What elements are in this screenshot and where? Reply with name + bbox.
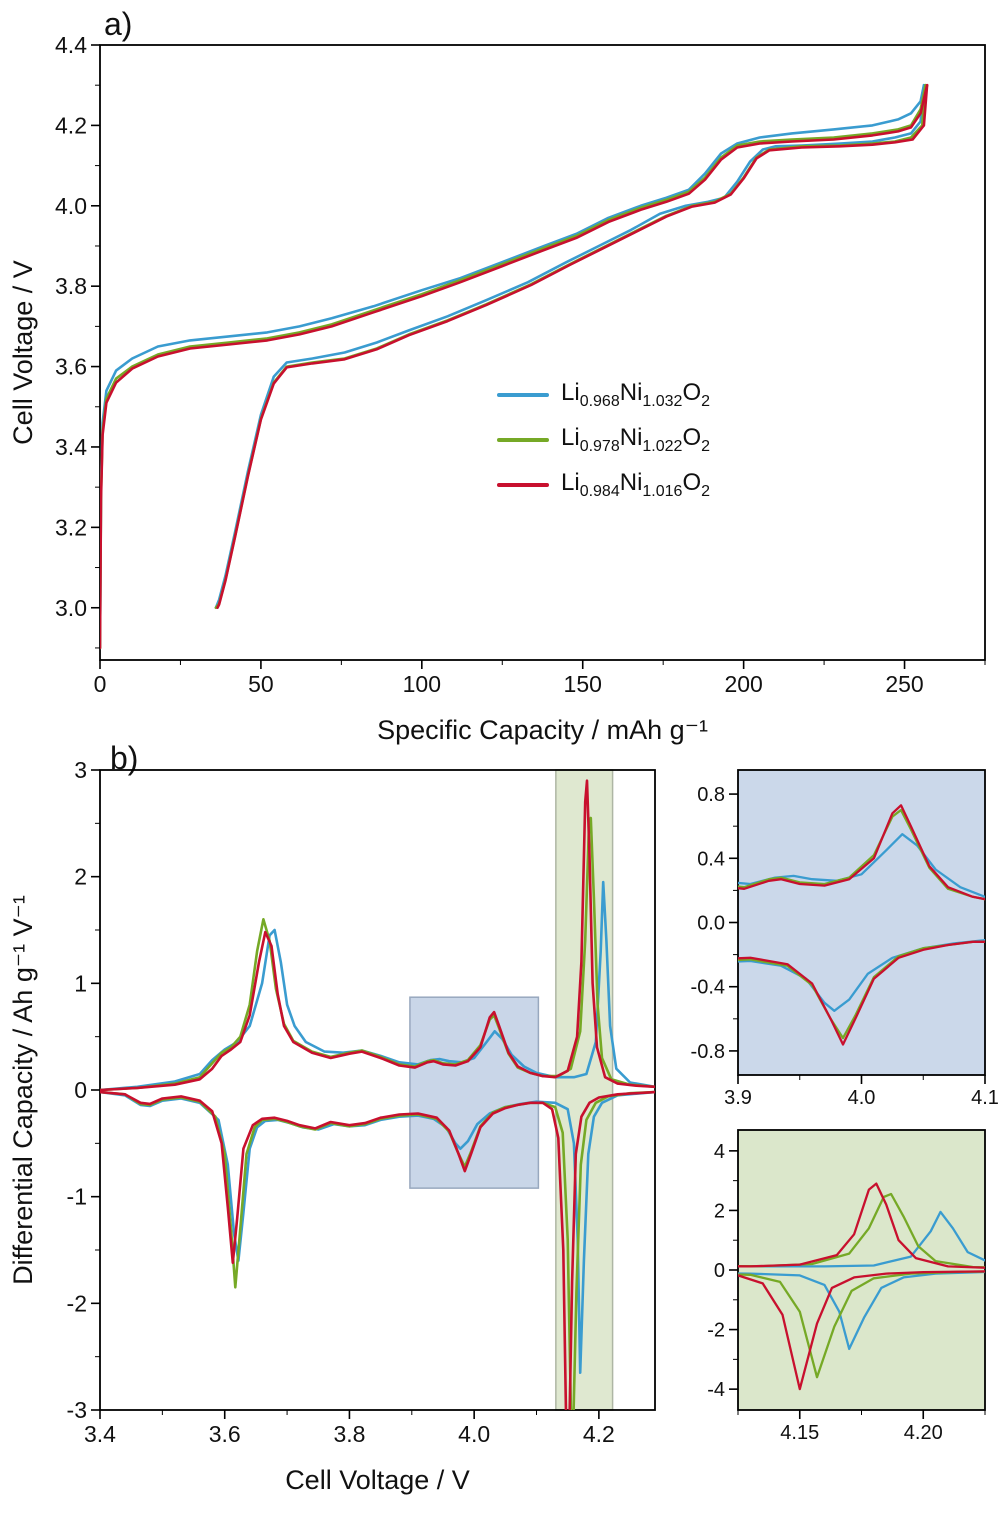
- chart-b-differential-capacity: 3.4 3.6 3.8 4.0 4.2 -3 -2 -1 0 1 2 3 Cell Voltage / …: [8, 757, 656, 1495]
- svg-text:3.9: 3.9: [724, 1087, 752, 1109]
- svg-text:3: 3: [74, 757, 87, 783]
- legend-label: Li0.984Ni1.016O2: [561, 468, 711, 500]
- svg-text:3.0: 3.0: [55, 595, 87, 621]
- svg-text:4.4: 4.4: [55, 32, 87, 58]
- chart-b-inset-top: 3.9 4.0 4.1 -0.8 -0.4 0.0 0.4 0.8: [691, 769, 999, 1109]
- svg-text:Cell Voltage / V: Cell Voltage / V: [285, 1465, 470, 1495]
- svg-text:200: 200: [724, 671, 762, 697]
- legend-label: Li0.978Ni1.022O2: [561, 423, 711, 455]
- legend: Li0.968Ni1.032O2 Li0.978Ni1.022O2 Li0.98…: [497, 372, 710, 507]
- svg-text:0: 0: [94, 671, 107, 697]
- svg-text:1: 1: [74, 970, 87, 996]
- legend-item: Li0.984Ni1.016O2: [497, 462, 710, 507]
- legend-item: Li0.968Ni1.032O2: [497, 372, 710, 417]
- legend-label: Li0.968Ni1.032O2: [561, 378, 711, 410]
- svg-text:250: 250: [885, 671, 923, 697]
- svg-text:3.6: 3.6: [55, 354, 87, 380]
- svg-text:4.1: 4.1: [971, 1087, 999, 1109]
- legend-line-swatch: [497, 392, 549, 397]
- legend-line-swatch: [497, 482, 549, 487]
- svg-text:4: 4: [714, 1141, 725, 1163]
- svg-text:3.4: 3.4: [84, 1421, 116, 1447]
- svg-text:-1: -1: [67, 1184, 87, 1210]
- svg-text:Cell Voltage / V: Cell Voltage / V: [8, 260, 38, 445]
- svg-text:150: 150: [564, 671, 602, 697]
- svg-text:3.2: 3.2: [55, 514, 87, 540]
- svg-text:-3: -3: [67, 1397, 87, 1423]
- svg-text:0: 0: [74, 1077, 87, 1103]
- svg-text:0.0: 0.0: [697, 913, 725, 935]
- svg-text:0.4: 0.4: [697, 848, 725, 870]
- svg-text:4.0: 4.0: [848, 1087, 876, 1109]
- svg-text:4.2: 4.2: [583, 1421, 615, 1447]
- chart-a-voltage-capacity: 0 50 100 150 200 250 3.0 3.2 3.4 3.6 3.8 4.0 4.2 4.4 S…: [8, 32, 986, 745]
- svg-text:4.15: 4.15: [780, 1422, 819, 1444]
- svg-text:0: 0: [714, 1260, 725, 1282]
- svg-text:50: 50: [248, 671, 274, 697]
- svg-text:3.6: 3.6: [209, 1421, 241, 1447]
- svg-text:-4: -4: [707, 1379, 725, 1401]
- legend-line-swatch: [497, 437, 549, 442]
- chart-b-inset-bottom: 4.15 4.20 -4 -2 0 2 4: [707, 1129, 986, 1444]
- svg-text:2: 2: [74, 864, 87, 890]
- svg-text:-2: -2: [67, 1290, 87, 1316]
- svg-text:Specific Capacity / mAh g⁻¹: Specific Capacity / mAh g⁻¹: [377, 715, 708, 745]
- svg-text:-0.4: -0.4: [691, 977, 725, 999]
- svg-text:2: 2: [714, 1200, 725, 1222]
- panel-a-label: a): [104, 6, 133, 42]
- svg-text:Differential Capacity / Ah g⁻¹: Differential Capacity / Ah g⁻¹ V⁻¹: [8, 895, 38, 1285]
- svg-text:3.8: 3.8: [333, 1421, 365, 1447]
- svg-text:3.4: 3.4: [55, 434, 87, 460]
- svg-text:4.0: 4.0: [55, 193, 87, 219]
- legend-item: Li0.978Ni1.022O2: [497, 417, 710, 462]
- svg-text:100: 100: [403, 671, 441, 697]
- svg-text:4.2: 4.2: [55, 112, 87, 138]
- svg-text:-0.8: -0.8: [691, 1041, 725, 1063]
- svg-text:3.8: 3.8: [55, 273, 87, 299]
- svg-text:-2: -2: [707, 1320, 725, 1342]
- svg-text:4.0: 4.0: [458, 1421, 490, 1447]
- svg-text:4.20: 4.20: [904, 1422, 943, 1444]
- svg-text:0.8: 0.8: [697, 784, 725, 806]
